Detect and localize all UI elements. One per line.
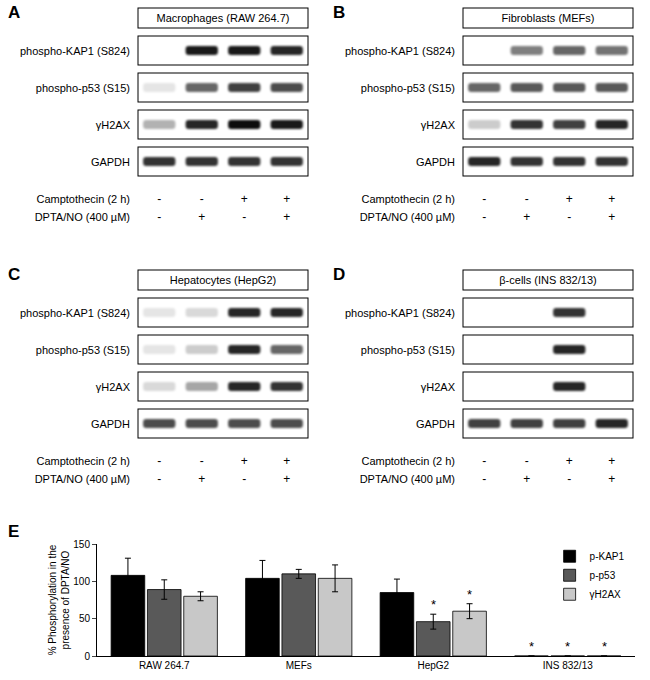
svg-text:+: + (198, 210, 205, 224)
svg-text:phospho-p53 (S15): phospho-p53 (S15) (361, 82, 455, 94)
svg-text:phospho-p53 (S15): phospho-p53 (S15) (36, 82, 130, 94)
svg-text:% Phosphorylation in thepresen: % Phosphorylation in thepresence of DPTA… (47, 544, 71, 655)
svg-text:+: + (283, 454, 290, 468)
svg-text:γH2AX: γH2AX (421, 119, 456, 131)
svg-text:phospho-p53 (S15): phospho-p53 (S15) (361, 344, 455, 356)
svg-text:+: + (566, 192, 573, 206)
svg-text:γH2AX: γH2AX (96, 119, 131, 131)
svg-text:-: - (157, 472, 161, 486)
svg-text:RAW 264.7: RAW 264.7 (139, 660, 190, 671)
svg-text:+: + (241, 454, 248, 468)
svg-text:+: + (523, 472, 530, 486)
svg-text:Camptothecin (2 h): Camptothecin (2 h) (36, 455, 130, 467)
svg-text:-: - (482, 472, 486, 486)
svg-text:+: + (608, 192, 615, 206)
svg-text:INS 832/13: INS 832/13 (543, 660, 593, 671)
svg-text:+: + (283, 192, 290, 206)
svg-text:+: + (566, 454, 573, 468)
svg-text:-: - (242, 210, 246, 224)
svg-text:DPTA/NO (400 µM): DPTA/NO (400 µM) (35, 473, 130, 485)
svg-text:β-cells (INS 832/13): β-cells (INS 832/13) (499, 274, 596, 286)
svg-text:phospho-p53 (S15): phospho-p53 (S15) (36, 344, 130, 356)
svg-text:MEFs: MEFs (286, 660, 312, 671)
svg-text:Camptothecin (2 h): Camptothecin (2 h) (36, 193, 130, 205)
svg-text:Hepatocytes (HepG2): Hepatocytes (HepG2) (170, 274, 276, 286)
svg-text:phospho-KAP1 (S824): phospho-KAP1 (S824) (20, 307, 130, 319)
svg-text:GAPDH: GAPDH (416, 156, 455, 168)
svg-text:Camptothecin (2 h): Camptothecin (2 h) (361, 455, 455, 467)
svg-text:+: + (523, 210, 530, 224)
svg-text:150: 150 (73, 539, 90, 550)
svg-text:+: + (608, 454, 615, 468)
svg-text:-: - (482, 210, 486, 224)
svg-text:-: - (525, 454, 529, 468)
svg-text:0: 0 (84, 651, 90, 662)
svg-text:*: * (529, 639, 534, 654)
svg-text:-: - (567, 472, 571, 486)
svg-text:+: + (608, 472, 615, 486)
svg-text:*: * (467, 587, 472, 602)
svg-text:DPTA/NO (400 µM): DPTA/NO (400 µM) (360, 211, 455, 223)
svg-text:+: + (283, 210, 290, 224)
svg-text:phospho-KAP1 (S824): phospho-KAP1 (S824) (345, 45, 455, 57)
svg-text:+: + (241, 192, 248, 206)
svg-text:C: C (8, 265, 20, 284)
svg-text:Camptothecin (2 h): Camptothecin (2 h) (361, 193, 455, 205)
html-text:E: E (8, 522, 20, 541)
svg-text:γH2AX: γH2AX (590, 589, 621, 600)
svg-text:DPTA/NO (400 µM): DPTA/NO (400 µM) (360, 473, 455, 485)
svg-text:100: 100 (73, 576, 90, 587)
svg-text:Fibroblasts (MEFs): Fibroblasts (MEFs) (502, 12, 595, 24)
svg-text:phospho-KAP1 (S824): phospho-KAP1 (S824) (20, 45, 130, 57)
svg-text:γH2AX: γH2AX (96, 381, 131, 393)
svg-text:*: * (565, 639, 570, 654)
svg-text:-: - (525, 192, 529, 206)
svg-text:-: - (157, 210, 161, 224)
svg-text:γH2AX: γH2AX (421, 381, 456, 393)
svg-text:HepG2: HepG2 (417, 660, 449, 671)
svg-text:-: - (567, 210, 571, 224)
svg-text:-: - (157, 192, 161, 206)
svg-text:50: 50 (79, 613, 91, 624)
svg-text:A: A (8, 3, 20, 22)
svg-text:p-KAP1: p-KAP1 (590, 551, 625, 562)
svg-text:-: - (242, 472, 246, 486)
svg-text:-: - (157, 454, 161, 468)
svg-text:+: + (283, 472, 290, 486)
svg-text:+: + (608, 210, 615, 224)
svg-text:-: - (200, 454, 204, 468)
svg-text:*: * (431, 597, 436, 612)
svg-text:B: B (333, 3, 345, 22)
svg-text:D: D (333, 265, 345, 284)
svg-text:phospho-KAP1 (S824): phospho-KAP1 (S824) (345, 307, 455, 319)
svg-text:p-p53: p-p53 (590, 570, 616, 581)
svg-text:GAPDH: GAPDH (91, 418, 130, 430)
svg-text:-: - (200, 192, 204, 206)
svg-text:-: - (482, 454, 486, 468)
svg-text:-: - (482, 192, 486, 206)
svg-text:GAPDH: GAPDH (91, 156, 130, 168)
svg-text:Macrophages (RAW 264.7): Macrophages (RAW 264.7) (157, 12, 290, 24)
svg-text:GAPDH: GAPDH (416, 418, 455, 430)
svg-text:*: * (602, 639, 607, 654)
svg-text:DPTA/NO (400 µM): DPTA/NO (400 µM) (35, 211, 130, 223)
svg-text:+: + (198, 472, 205, 486)
